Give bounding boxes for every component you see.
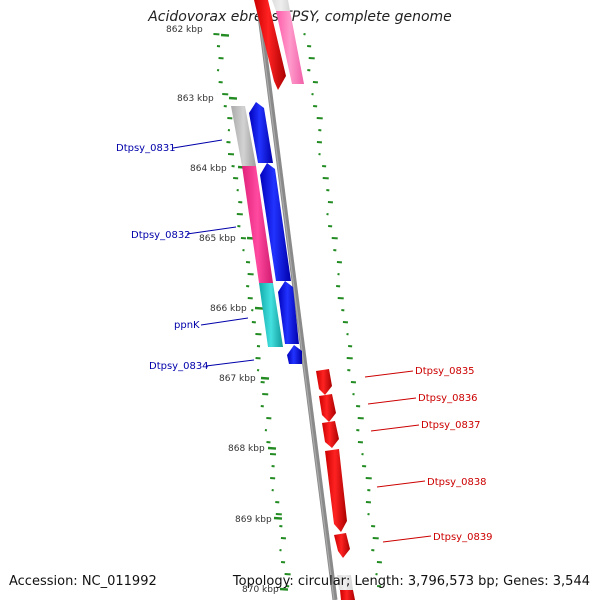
label-leader (376, 480, 426, 488)
label-leader (367, 397, 417, 405)
label-leader (370, 424, 420, 432)
genome-summary: Topology: circular; Length: 3,796,573 bp… (232, 574, 590, 589)
gene-dtpsy-0835[interactable] (316, 369, 332, 395)
ruler-tick (254, 306, 264, 310)
right-gene-labels: Dtpsy_0835 Dtpsy_0836 Dtpsy_0837 Dtpsy_0… (364, 366, 493, 543)
gene-label[interactable]: Dtpsy_0839 (433, 532, 493, 543)
label-leader (205, 359, 255, 367)
cog-feature[interactable] (231, 106, 256, 166)
gene-label[interactable]: Dtpsy_0836 (418, 393, 478, 404)
gene-feature[interactable] (254, 0, 286, 90)
left-gene-labels: Dtpsy_0831 Dtpsy_0832 ppnK Dtpsy_0834 (116, 139, 255, 372)
cog-feature[interactable] (272, 0, 290, 11)
ruler-tick (220, 33, 230, 37)
gene-label[interactable]: Dtpsy_0838 (427, 477, 487, 488)
ruler-label: 865 kbp (199, 234, 236, 244)
label-leader (186, 226, 237, 235)
gene-label[interactable]: Dtpsy_0832 (131, 230, 191, 241)
gene-dtpsy-0834[interactable] (287, 345, 302, 364)
genome-backbone-highlight (256, 0, 335, 600)
ruler-label: 869 kbp (235, 515, 272, 525)
label-leader (200, 317, 249, 326)
ruler-tick (273, 516, 283, 520)
ruler-label: 862 kbp (166, 25, 203, 35)
gene-label[interactable]: Dtpsy_0831 (116, 143, 176, 154)
ruler-label: 870 kbp (242, 585, 279, 595)
gene-label[interactable]: Dtpsy_0835 (415, 366, 475, 377)
gene-feature[interactable] (340, 590, 355, 600)
gene-ppnk[interactable] (278, 281, 299, 344)
ruler-tick (279, 587, 289, 591)
ruler: 862 kbp 863 kbp 864 kbp 865 kbp 866 kbp … (166, 25, 279, 595)
ruler-tick (228, 96, 238, 100)
ruler-label: 864 kbp (190, 164, 227, 174)
cog-feature[interactable] (337, 575, 353, 590)
ruler-label: 866 kbp (210, 304, 247, 314)
cog-feature[interactable] (242, 166, 273, 283)
gene-dtpsy-0839[interactable] (334, 533, 350, 558)
gene-label[interactable]: ppnK (174, 320, 200, 331)
map-title: Acidovorax ebreus TPSY, complete genome (148, 9, 452, 25)
label-leader (364, 370, 414, 378)
label-leader (382, 535, 432, 543)
accession-label: Accession: NC_011992 (9, 574, 157, 589)
gene-label[interactable]: Dtpsy_0837 (421, 420, 481, 431)
gene-dtpsy-0831[interactable] (249, 102, 273, 163)
ruler-label: 863 kbp (177, 94, 214, 104)
gc-content-track (213, 33, 383, 591)
label-leader (172, 139, 223, 149)
genome-backbone (255, 0, 338, 600)
ruler-tick (260, 376, 270, 380)
gene-dtpsy-0832[interactable] (260, 163, 291, 281)
gene-dtpsy-0837[interactable] (322, 421, 339, 448)
gene-dtpsy-0836[interactable] (319, 394, 336, 422)
cog-feature[interactable] (259, 283, 283, 347)
gene-dtpsy-0838[interactable] (325, 449, 347, 532)
ruler-label: 868 kbp (228, 444, 265, 454)
cog-feature[interactable] (276, 11, 304, 84)
ruler-label: 867 kbp (219, 374, 256, 384)
ruler-tick (267, 446, 277, 450)
gene-label[interactable]: Dtpsy_0834 (149, 361, 209, 372)
